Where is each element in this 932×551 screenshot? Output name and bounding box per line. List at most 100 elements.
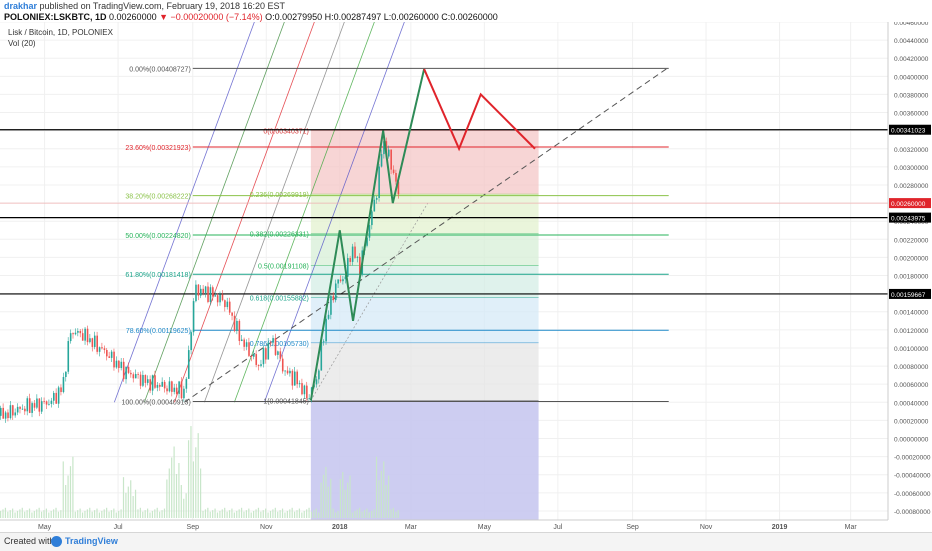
volume-bar [200, 468, 202, 518]
volume-bar [262, 510, 264, 518]
candle-body [262, 348, 265, 365]
candle-body [303, 385, 306, 395]
volume-bar [81, 512, 84, 518]
volume-bar [33, 510, 35, 518]
volume-bar [293, 511, 296, 518]
candle-body [132, 374, 135, 379]
candle-body [57, 387, 60, 404]
candle-body [190, 332, 192, 351]
candle-body [118, 360, 120, 369]
y-axis-background [888, 22, 932, 532]
pitchfork-line [203, 22, 345, 403]
y-tick-label: -0.00040000 [894, 473, 931, 480]
volume-bar [48, 512, 50, 518]
volume-bar [303, 510, 305, 518]
candle-body [219, 294, 221, 303]
volume-bar [62, 461, 64, 518]
candle-body [308, 398, 311, 399]
volume-bar [98, 512, 101, 518]
candle-body [279, 351, 282, 359]
candle-body [231, 312, 233, 316]
pitchfork-line [173, 22, 315, 403]
candle-body [265, 348, 267, 360]
candle-body [72, 333, 74, 335]
volume-bar [195, 447, 197, 518]
price-tag [889, 124, 931, 135]
volume-bar [354, 510, 356, 518]
y-tick-label: 0.00140000 [894, 310, 929, 317]
volume-bar [334, 512, 337, 518]
volume-bar [204, 509, 207, 518]
candle-body [337, 279, 339, 284]
volume-bar [228, 510, 231, 518]
volume-bar [221, 509, 223, 518]
volume-bar [96, 508, 98, 518]
y-tick-label: 0.00280000 [894, 183, 929, 190]
red-projection-path [423, 68, 536, 152]
author-link[interactable]: drakhar [4, 1, 38, 11]
candle-body [392, 169, 395, 173]
candle-body [122, 361, 125, 380]
volume-bar [272, 509, 274, 518]
y-tick-label: 0.00020000 [894, 418, 929, 425]
volume-bar [9, 510, 11, 518]
volume-bar [325, 466, 327, 518]
volume-bar [342, 472, 344, 518]
candle-body [272, 338, 274, 343]
candle-body [159, 384, 161, 387]
candle-body [180, 381, 183, 399]
volume-bar [192, 461, 194, 518]
x-tick-label: Jul [553, 524, 562, 531]
fib-level-label: 78.60%(0.00119625) [126, 328, 191, 335]
volume-bar [12, 508, 14, 518]
price-tag [889, 288, 931, 299]
candle-body [74, 332, 77, 335]
candle-body [255, 354, 258, 365]
volume-bar [74, 511, 76, 518]
y-tick-label: -0.00060000 [894, 491, 931, 498]
candle-body [106, 349, 108, 357]
tradingview-brand[interactable]: TradingView [65, 536, 118, 546]
volume-bar [125, 492, 127, 518]
volume-bar [69, 466, 72, 518]
candle-body [318, 370, 320, 380]
volume-bar [368, 512, 370, 518]
candle-body [166, 388, 168, 392]
candle-body [146, 379, 149, 383]
candle-body [240, 339, 243, 341]
candle-body [209, 287, 212, 302]
fib-level-label: 38.20%(0.00268222) [125, 194, 190, 201]
y-tick-label: 0.00180000 [894, 274, 929, 281]
candle-body [347, 258, 349, 277]
candle-body [185, 378, 188, 389]
candle-body [163, 381, 166, 389]
candle-body [243, 339, 245, 347]
y-tick-label: 0.00440000 [894, 38, 929, 45]
x-tick-label: Sep [187, 524, 200, 531]
candle-body [19, 406, 21, 409]
volume-bar [255, 509, 257, 518]
y-tick-label: 0.00360000 [894, 111, 929, 118]
candle-body [286, 370, 289, 374]
y-tick-label: -0.00020000 [894, 455, 931, 462]
candle-body [86, 328, 89, 343]
volume-bar [53, 509, 55, 518]
volume-label: Vol (20) [8, 39, 36, 48]
candle-body [260, 364, 262, 366]
volume-bar [269, 510, 272, 518]
candle-body [40, 401, 43, 412]
candle-body [351, 246, 354, 262]
volume-bar [168, 468, 170, 518]
volume-bar [110, 510, 113, 518]
volume-bar [146, 508, 149, 518]
candle-body [250, 355, 253, 357]
volume-bar [137, 509, 139, 518]
volume-bar [7, 511, 9, 518]
candle-body [48, 403, 50, 405]
candle-body [368, 225, 371, 238]
candle-body [110, 351, 113, 358]
volume-bar [226, 511, 228, 518]
candle-body [142, 374, 144, 386]
candle-body [204, 286, 207, 293]
volume-bar [359, 507, 361, 518]
